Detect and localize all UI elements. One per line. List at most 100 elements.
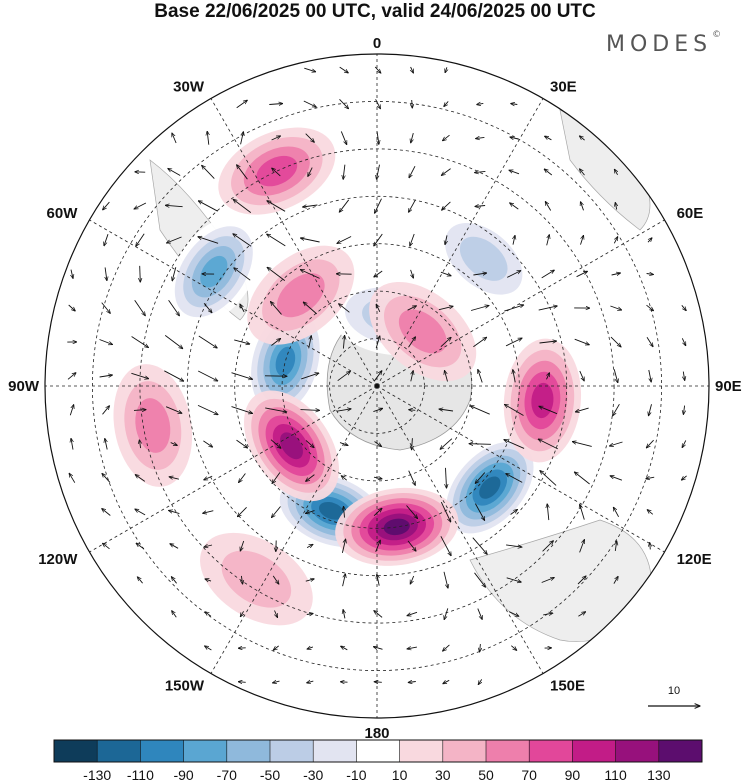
longitude-label: 0 bbox=[373, 35, 381, 52]
wind-arrow bbox=[475, 171, 486, 172]
wind-arrow bbox=[440, 337, 451, 348]
wind-arrow bbox=[271, 302, 282, 315]
wind-arrow bbox=[408, 337, 416, 348]
colorbar-tick-label: 130 bbox=[647, 767, 671, 783]
longitude-label: 150E bbox=[550, 678, 585, 695]
wind-arrow bbox=[412, 99, 413, 108]
wind-arrow bbox=[470, 406, 490, 415]
wind-arrow bbox=[613, 507, 619, 518]
wind-arrow bbox=[171, 577, 177, 584]
wind-arrow bbox=[374, 233, 383, 246]
wind-arrow bbox=[375, 540, 381, 552]
wind-arrow bbox=[236, 100, 248, 109]
wind-arrow bbox=[167, 236, 182, 243]
longitude-label: 30E bbox=[550, 78, 577, 95]
wind-arrow bbox=[341, 539, 345, 554]
colorbar-tick-label: 110 bbox=[604, 767, 627, 783]
wind-arrow bbox=[412, 438, 413, 450]
longitude-label: 120E bbox=[677, 551, 712, 568]
wind-arrow bbox=[204, 475, 213, 480]
meridian-line bbox=[89, 219, 378, 387]
wind-arrow bbox=[407, 647, 417, 649]
wind-arrow bbox=[99, 375, 113, 377]
wind-arrow bbox=[197, 404, 218, 414]
wind-arrow bbox=[231, 406, 253, 414]
wind-arrow bbox=[105, 267, 107, 280]
colorbar-swatch bbox=[97, 740, 141, 762]
wind-arrow bbox=[103, 543, 110, 550]
wind-arrow bbox=[344, 506, 345, 518]
blue-center-130e bbox=[439, 434, 541, 541]
wind-arrow bbox=[445, 371, 448, 382]
wind-arrow bbox=[237, 506, 247, 516]
wind-arrow bbox=[374, 611, 383, 618]
wind-arrow bbox=[539, 406, 558, 415]
wind-arrow bbox=[615, 541, 616, 551]
wind-arrow bbox=[377, 164, 380, 180]
parallel-line bbox=[139, 148, 615, 624]
wind-arrow bbox=[306, 614, 313, 615]
wind-arrow bbox=[579, 540, 585, 553]
wind-arrow bbox=[267, 234, 286, 247]
colorbar-tick-label: -70 bbox=[216, 767, 237, 783]
contour-level bbox=[200, 255, 228, 288]
wind-arrow bbox=[202, 165, 215, 179]
brand-name: MODES bbox=[606, 32, 713, 57]
wind-arrow bbox=[197, 370, 218, 381]
wind-arrow bbox=[511, 104, 518, 105]
wind-arrow bbox=[574, 338, 590, 345]
colorbar-tick-label: -90 bbox=[173, 767, 194, 783]
wind-arrow bbox=[613, 237, 617, 244]
wind-arrow bbox=[408, 470, 416, 486]
wind-arrow bbox=[649, 404, 652, 416]
wind-arrow bbox=[341, 646, 348, 651]
wind-arrow bbox=[271, 339, 280, 346]
wind-arrow bbox=[136, 543, 145, 550]
wind-arrow bbox=[409, 410, 416, 411]
wind-arrow bbox=[300, 270, 320, 279]
wind-arrow bbox=[505, 338, 522, 347]
wind-arrow bbox=[411, 269, 414, 278]
wind-arrow bbox=[307, 681, 314, 683]
wind-arrow bbox=[409, 199, 416, 213]
wind-arrow bbox=[546, 235, 550, 246]
wind-arrow bbox=[443, 571, 448, 588]
wind-arrow bbox=[580, 504, 585, 520]
wind-arrow bbox=[579, 136, 585, 141]
wind-arrow bbox=[102, 473, 111, 483]
colorbar-tick-label: -10 bbox=[346, 767, 367, 783]
wind-arrow bbox=[475, 503, 484, 521]
wind-arrow bbox=[407, 306, 417, 311]
wind-arrow bbox=[301, 373, 319, 380]
wind-arrow bbox=[440, 501, 450, 522]
colorbar-swatch bbox=[226, 740, 271, 762]
wind-arrow bbox=[133, 410, 146, 411]
wind-arrow bbox=[538, 306, 558, 311]
wind-arrow bbox=[240, 132, 244, 145]
wind-arrow bbox=[337, 236, 352, 244]
wind-arrow bbox=[203, 510, 214, 514]
wind-arrow bbox=[339, 199, 350, 212]
wind-arrow bbox=[443, 644, 450, 651]
wind-arrow bbox=[410, 575, 415, 584]
wind-arrow bbox=[540, 471, 557, 486]
wind-arrow bbox=[205, 646, 212, 651]
wind-arrow bbox=[681, 475, 687, 480]
wind-arrow bbox=[303, 205, 318, 207]
parallel-line bbox=[186, 195, 568, 577]
wind-arrow bbox=[610, 476, 623, 481]
wind-arrow bbox=[475, 472, 486, 484]
wind-arrow bbox=[168, 169, 181, 176]
wind-arrow bbox=[339, 66, 349, 73]
wind-arrow bbox=[273, 681, 280, 683]
longitude-labels: 0 30E 60E 90E 120E 150E 180 150W 120W 90W 60W 30W bbox=[8, 35, 742, 742]
colorbar-swatch bbox=[399, 740, 444, 762]
wind-arrow bbox=[267, 201, 286, 212]
wind-arrow bbox=[307, 647, 314, 649]
wind-arrow bbox=[474, 572, 486, 587]
longitude-label: 120W bbox=[38, 551, 78, 568]
wind-arrow bbox=[207, 131, 209, 145]
wind-arrow bbox=[343, 164, 345, 180]
wind-arrow bbox=[545, 136, 552, 141]
wind-arrow bbox=[547, 504, 549, 521]
